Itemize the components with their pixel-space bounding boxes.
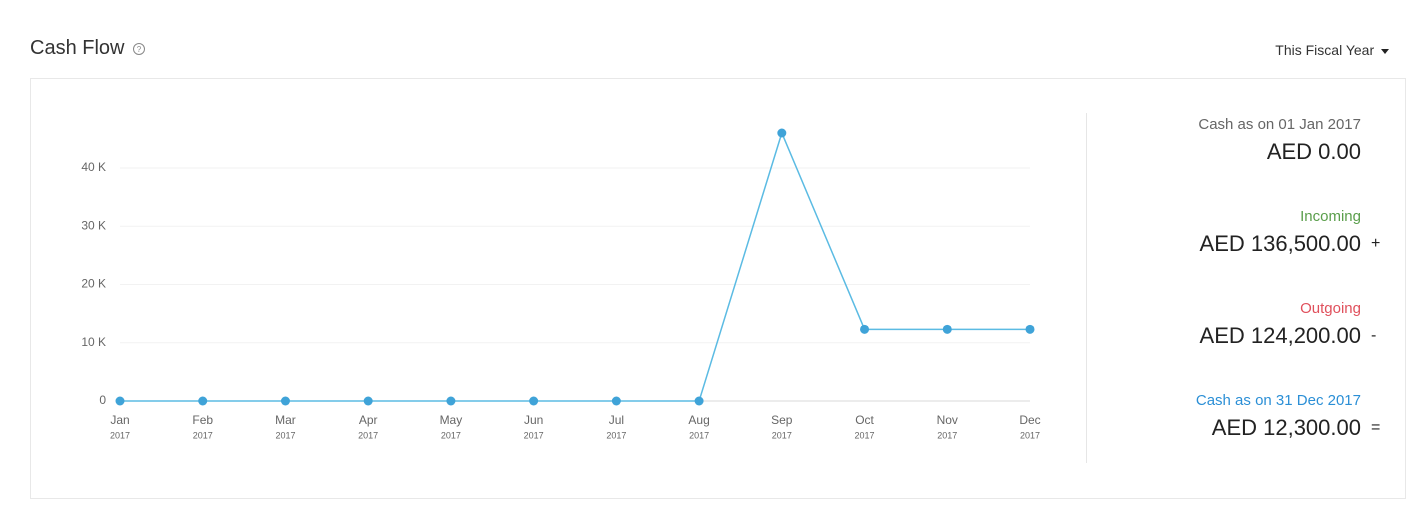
x-tick-label: Feb [192,413,213,427]
summary-label: Incoming [1300,208,1361,225]
divider [1086,113,1087,463]
x-tick-sublabel: 2017 [1020,430,1040,440]
chart: 0 10 K 20 K 30 K 40 K Jan 2017 Feb 2017 Mar 2017 Ap… [81,128,1041,440]
data-point [611,396,621,406]
summary-label: Outgoing [1300,300,1361,317]
summary-amount: AED 136,500.00 + [1199,231,1381,256]
x-tick-sublabel: 2017 [441,430,461,440]
summary-sign: - [1371,327,1377,344]
summary-amount: AED 0.00 [1266,139,1361,164]
summary-item: Cash as on 31 Dec 2017 AED 12,300.00 = [1195,392,1381,441]
summary-label: Cash as on 31 Dec 2017 [1195,392,1361,409]
period-text: This Fiscal Year [1275,42,1375,58]
title-text: Cash Flow [30,37,125,59]
panel [30,78,1406,499]
y-tick-label: 40 K [81,160,106,174]
summary-amount: AED 124,200.00- [1199,323,1377,348]
summary-label: Cash as on 01 Jan 2017 [1198,116,1361,133]
y-tick-label: 0 [99,393,106,407]
y-tick-label: 30 K [81,218,106,232]
y-tick-label: 20 K [81,277,106,291]
x-tick-sublabel: 2017 [275,430,295,440]
summary-item: Incoming AED 136,500.00 + [1199,208,1381,257]
y-tick-label: 10 K [81,335,106,349]
x-tick-sublabel: 2017 [772,430,792,440]
summary-item: Outgoing AED 124,200.00- [1199,300,1377,349]
summary-item: Cash as on 01 Jan 2017 AED 0.00 [1198,116,1361,165]
summary-sign: = [1371,419,1381,436]
data-point [363,396,373,406]
x-tick-sublabel: 2017 [358,430,378,440]
x-tick-label: Nov [937,413,958,427]
data-point [198,396,208,406]
help-icon[interactable]: ? [132,42,146,56]
x-tick-label: Jul [609,413,624,427]
x-tick-sublabel: 2017 [110,430,130,440]
x-tick-label: Oct [855,413,874,427]
x-tick-label: Aug [688,413,709,427]
x-tick-label: Sep [771,413,793,427]
data-point [115,396,125,406]
data-point [446,396,456,406]
summary-sign: + [1371,235,1381,252]
x-tick-label: Apr [359,413,378,427]
x-tick-sublabel: 2017 [689,430,709,440]
x-tick-sublabel: 2017 [606,430,626,440]
data-point [860,324,870,334]
x-tick-label: Jun [524,413,543,427]
x-tick-sublabel: 2017 [937,430,957,440]
x-tick-label: Dec [1019,413,1040,427]
data-point [280,396,290,406]
series-line [120,130,1030,402]
svg-text:?: ? [137,45,142,54]
x-tick-sublabel: 2017 [193,430,213,440]
period-dropdown[interactable]: This Fiscal Year [1275,42,1391,58]
dropdown-caret [1381,49,1389,54]
x-tick-sublabel: 2017 [855,430,875,440]
widget-title: Cash Flow ? [30,37,146,60]
data-point [694,396,704,406]
summary-amount: AED 12,300.00 = [1211,415,1381,440]
data-point [1025,324,1035,334]
data-point [777,128,787,138]
x-tick-label: May [440,413,463,427]
x-tick-label: Jan [110,413,129,427]
data-point [529,396,539,406]
x-tick-sublabel: 2017 [524,430,544,440]
x-tick-label: Mar [275,413,296,427]
data-point [942,324,952,334]
